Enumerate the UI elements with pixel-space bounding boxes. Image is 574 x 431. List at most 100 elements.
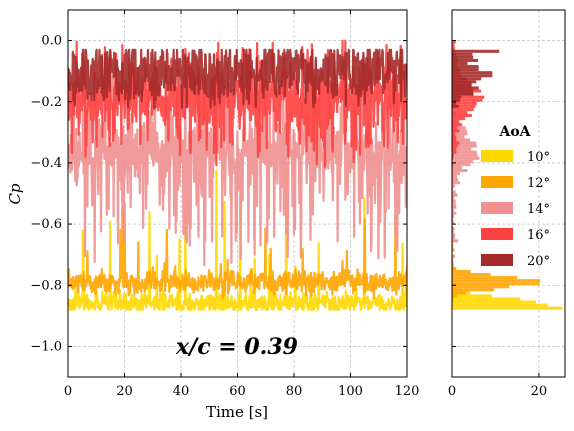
series-line <box>68 39 407 168</box>
hist-bar <box>452 129 460 133</box>
hist-bar <box>452 98 461 102</box>
legend-label: 14° <box>527 202 550 217</box>
hist-bar <box>452 217 454 222</box>
hist-bar <box>452 101 477 105</box>
hist-bar <box>452 61 468 66</box>
hist-bar <box>452 282 540 286</box>
hist-bar <box>452 193 458 197</box>
hist-bar <box>452 138 457 142</box>
series-line <box>68 48 407 109</box>
hist-bar <box>452 83 472 87</box>
x-tick-label: 100 <box>338 384 363 399</box>
hist-bar <box>452 303 548 307</box>
hist-bar <box>452 172 461 176</box>
hist-bar <box>452 184 456 188</box>
x-axis-label: Time [s] <box>206 403 268 421</box>
hist-bar <box>452 175 457 179</box>
hist-bar <box>452 126 457 130</box>
hist-bar <box>452 297 454 301</box>
hist-bar <box>452 141 460 145</box>
hist-bar <box>452 58 479 62</box>
hist-bar <box>452 144 458 148</box>
hist-bar <box>452 49 500 53</box>
hist-bar <box>452 65 479 69</box>
hist-bar <box>452 162 471 166</box>
hist-bar <box>452 230 454 234</box>
legend-title: AoA <box>498 124 531 140</box>
hist-bar <box>452 211 457 215</box>
hist-bar <box>452 257 454 261</box>
hist-bar <box>452 147 457 151</box>
hist-bar <box>452 214 454 218</box>
hist-bar <box>452 126 466 130</box>
hist-bar <box>452 40 456 44</box>
y-tick-label: −0.8 <box>30 278 62 293</box>
series-line <box>68 54 407 267</box>
hist-bar <box>452 104 476 108</box>
hist-bar <box>452 141 477 145</box>
hist-bar <box>452 107 474 111</box>
series-line <box>68 169 407 311</box>
hist-bar <box>452 159 474 163</box>
hist-bar <box>452 294 492 298</box>
hist-bar <box>452 248 454 252</box>
x-tick-label: 60 <box>229 384 246 399</box>
hist-bar <box>452 98 483 102</box>
timeseries-panel: 0 20 40 60 80 100 120 0.0 −0.2 −0.4 −0.6 −0.8 −1.0 T… <box>6 9 420 421</box>
hist-x-tick-label: 20 <box>531 384 548 399</box>
hist-bar <box>452 71 493 75</box>
hist-bar <box>452 279 541 283</box>
hist-bar <box>452 169 468 173</box>
hist-bar <box>452 150 477 154</box>
hist-bar <box>452 95 485 99</box>
hist-bar <box>452 132 456 136</box>
hist-bar <box>452 254 456 258</box>
hist-bar <box>452 150 457 154</box>
hist-bar <box>452 95 462 99</box>
hist-bar <box>452 77 482 81</box>
hist-bar <box>452 276 518 280</box>
y-tick-label: −0.6 <box>30 217 62 232</box>
hist-ticks: 0 20 <box>448 40 548 399</box>
hist-bar <box>452 233 456 237</box>
main-series-group <box>68 39 407 311</box>
x-tick-label: 20 <box>116 384 133 399</box>
y-tick-label: −0.4 <box>30 156 62 171</box>
legend: AoA 10° 12° 14° 16° 20° <box>481 124 550 269</box>
hist-bar <box>452 294 457 298</box>
x-tick-label: 120 <box>395 384 420 399</box>
hist-bar <box>452 187 454 191</box>
hist-bar <box>452 147 472 151</box>
hist-bar <box>452 153 454 157</box>
hist-bar <box>452 144 477 148</box>
hist-bar <box>452 190 456 194</box>
hist-bar <box>452 117 466 121</box>
hist-plot-frame <box>451 9 566 378</box>
hist-bar <box>452 123 462 127</box>
x-tick-label: 40 <box>173 384 190 399</box>
legend-label: 16° <box>527 228 550 243</box>
x-tick-label: 80 <box>286 384 303 399</box>
position-annotation: x/c = 0.39 <box>175 334 298 360</box>
legend-swatch <box>481 150 513 162</box>
hist-bar <box>452 202 456 206</box>
hist-bar <box>452 74 493 78</box>
hist-bar <box>452 178 459 182</box>
hist-bar <box>452 138 471 142</box>
hist-bar <box>452 89 474 93</box>
hist-bar <box>452 196 455 200</box>
hist-bar <box>452 245 454 249</box>
hist-bar <box>452 80 477 84</box>
hist-bars-group <box>452 40 563 310</box>
legend-swatch <box>481 176 513 188</box>
hist-bar <box>452 135 457 139</box>
hist-bar <box>452 199 456 203</box>
x-tick-label: 0 <box>64 384 72 399</box>
hist-bar <box>452 104 459 108</box>
hist-bar <box>452 86 479 90</box>
hist-bar <box>452 165 462 170</box>
hist-bar <box>452 266 457 270</box>
y-tick-label: −1.0 <box>30 339 62 354</box>
hist-bar <box>452 156 480 160</box>
hist-bar <box>452 291 467 295</box>
